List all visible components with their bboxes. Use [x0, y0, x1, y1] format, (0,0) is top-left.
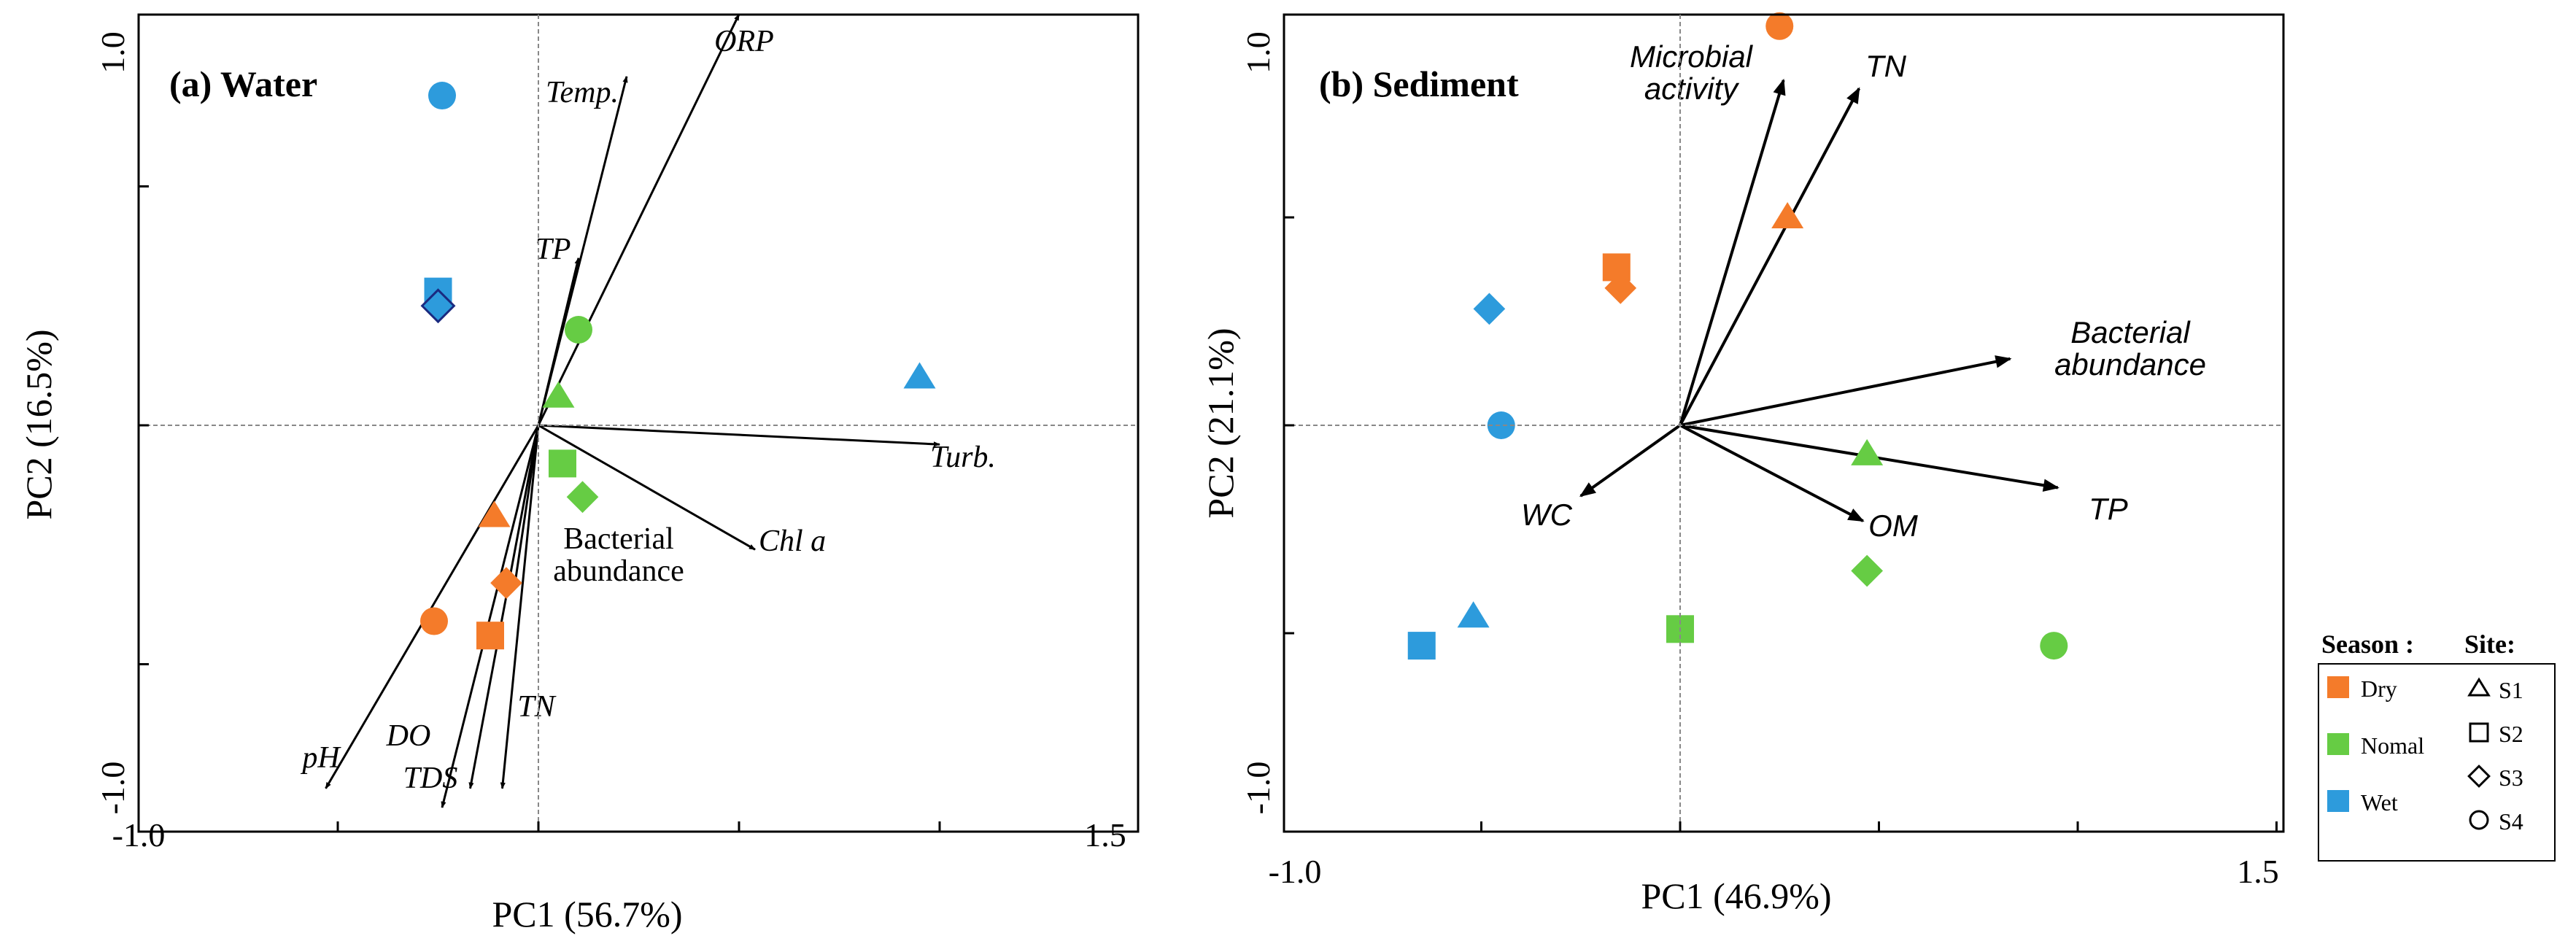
point-nomal-s4	[565, 316, 592, 344]
loading-label: TN	[517, 690, 556, 724]
legend-swatch	[2327, 676, 2349, 698]
loading-label: DO	[386, 719, 431, 753]
legend-season-title: Season :	[2321, 630, 2414, 659]
legend-site-diamond-icon	[2467, 765, 2491, 788]
x-tick-max: 1.5	[2237, 853, 2279, 890]
y-tick-min: -1.0	[94, 762, 131, 815]
loading-arrow	[1679, 424, 1865, 522]
panel-title: (a) Water	[169, 63, 317, 104]
y-axis-label: PC2 (16.5%)	[18, 329, 59, 519]
point-dry-s3	[1604, 272, 1637, 304]
point-wet-s4	[1487, 411, 1515, 439]
loading-arrow	[468, 425, 540, 789]
point-nomal-s4	[2040, 632, 2068, 660]
loading-label: ORP	[714, 25, 774, 58]
loading-arrow	[500, 425, 540, 789]
point-wet-s3	[1473, 293, 1506, 325]
y-tick-min: -1.0	[1239, 762, 1277, 815]
point-dry-s4	[1765, 12, 1794, 40]
point-dry-s1	[1771, 202, 1804, 228]
sample-points	[420, 82, 936, 650]
legend-site-triangle-icon	[2467, 677, 2491, 697]
point-nomal-s2	[549, 449, 576, 478]
legend-site-square-icon	[2469, 722, 2489, 743]
x-tick-min: -1.0	[1269, 853, 1322, 890]
legend-site-label: S4	[2499, 808, 2523, 835]
x-tick-max: 1.5	[1084, 816, 1126, 854]
loading-arrow	[325, 425, 540, 789]
loading-label: Bacterial abundance	[553, 522, 684, 588]
x-axis-label: PC1 (56.7%)	[492, 894, 682, 934]
y-tick-max: 1.0	[94, 31, 131, 74]
loading-label: OM	[1868, 508, 1918, 543]
point-nomal-s1	[542, 381, 575, 408]
loading-arrows: ORP Temp. TP Turb. Chl a Bacterial abundance pH…	[300, 13, 996, 808]
legend-site-label: S2	[2499, 721, 2523, 747]
point-wet-s1	[1457, 601, 1490, 628]
legend-season-label: Wet	[2361, 789, 2398, 816]
loading-arrow	[1679, 78, 1786, 426]
y-tick-max: 1.0	[1239, 31, 1277, 74]
point-wet-s4	[428, 82, 456, 110]
loading-label: Bacterial abundance	[2054, 315, 2206, 382]
plot-frame	[137, 13, 1140, 833]
legend-site-circle-icon	[2469, 810, 2489, 830]
loading-arrow	[1679, 355, 2012, 427]
loading-arrows: Microbial activity TN Bacterial abundance TP O…	[1521, 39, 2206, 543]
loading-label: TP	[2089, 492, 2128, 526]
point-dry-s3	[490, 567, 522, 599]
legend-swatch	[2327, 790, 2349, 812]
loading-label: WC	[1521, 498, 1573, 532]
point-wet-s1	[903, 362, 936, 389]
loading-label: pH	[300, 741, 341, 775]
point-nomal-s1	[1851, 438, 1884, 465]
point-dry-s4	[420, 607, 448, 635]
panel-title: (b) Sediment	[1319, 63, 1519, 104]
loading-label: Chl a	[759, 525, 826, 558]
legend: Season : Site: Dry Nomal Wet S1 S2 S3 S4	[2318, 630, 2556, 862]
sample-points	[1407, 12, 2068, 660]
legend-season-label: Nomal	[2361, 732, 2424, 759]
point-nomal-s3	[566, 481, 599, 514]
loading-label: Turb.	[930, 441, 996, 474]
point-wet-s2	[1407, 632, 1436, 660]
loading-label: Microbial activity	[1630, 39, 1754, 106]
x-axis-label: PC1 (46.9%)	[1641, 875, 1831, 916]
legend-site-label: S1	[2499, 677, 2523, 703]
legend-site-title: Site:	[2464, 630, 2515, 659]
y-axis-label: PC2 (21.1%)	[1200, 328, 1241, 518]
legend-sites: S1 S2 S3 S4	[2467, 677, 2523, 835]
point-dry-s2	[476, 622, 504, 650]
legend-box	[2318, 663, 2556, 862]
loading-arrow	[1679, 87, 1861, 426]
point-dry-s1	[478, 500, 511, 527]
loading-arrow	[1579, 424, 1682, 498]
loading-arrow	[538, 424, 940, 447]
plot-frame	[1283, 13, 2285, 833]
legend-swatch	[2327, 733, 2349, 755]
loading-label: TP	[535, 233, 570, 266]
legend-seasons: Dry Nomal Wet	[2327, 676, 2424, 816]
loading-label: TDS	[403, 762, 458, 795]
loading-label: Temp.	[546, 76, 619, 109]
point-nomal-s3	[1851, 554, 1883, 587]
legend-season-label: Dry	[2361, 676, 2397, 702]
loading-label: TN	[1865, 49, 1907, 83]
loading-arrow	[537, 257, 580, 426]
legend-site-label: S3	[2499, 765, 2523, 791]
panel-b-sediment: Microbial activity TN Bacterial abundance TP O…	[1200, 12, 2285, 916]
loading-arrow	[537, 13, 740, 426]
panel-a-water: ORP Temp. TP Turb. Chl a Bacterial abundance pH…	[18, 13, 1140, 934]
loading-arrow	[441, 425, 540, 808]
loading-arrow	[538, 424, 756, 551]
point-wet-s3	[420, 288, 456, 324]
